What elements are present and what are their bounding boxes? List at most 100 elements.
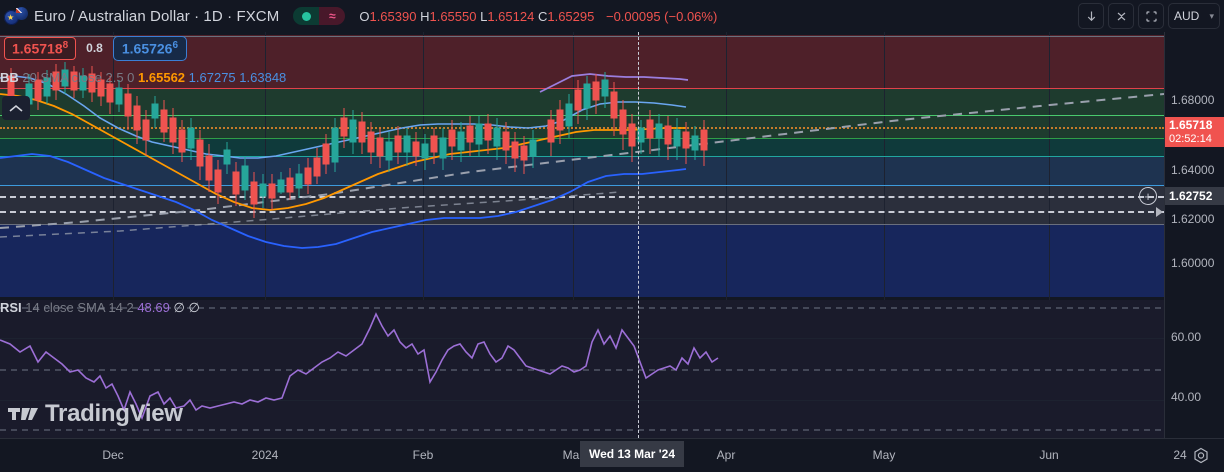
chevron-up-icon bbox=[9, 104, 23, 112]
low-value: 1.65124 bbox=[487, 8, 535, 24]
zone-line-top-gray bbox=[0, 36, 1164, 37]
rsi-scale-label: 40.00 bbox=[1171, 390, 1202, 404]
eur-aud-flags-icon bbox=[4, 7, 28, 25]
zone-mid-teal bbox=[0, 138, 1164, 156]
rsi-pane[interactable] bbox=[0, 300, 1164, 438]
price-tag-blue-value: 1.65726 bbox=[121, 40, 173, 57]
bb-legend-basis: 1.65562 bbox=[138, 70, 186, 85]
zone-line-dotted-orange bbox=[0, 127, 1164, 129]
price-scale[interactable]: 1.68000 1.66000 1.64000 1.62000 1.60000 … bbox=[1164, 32, 1224, 438]
grid-line bbox=[113, 32, 114, 438]
trend-dashed-lower bbox=[0, 211, 1164, 213]
time-label: Mar bbox=[562, 448, 584, 462]
fullscreen-icon bbox=[1145, 10, 1157, 22]
rsi-grid-line bbox=[0, 338, 1164, 339]
zone-line-red bbox=[0, 88, 1164, 89]
bb-legend-params: 20 SMA close 2.5 0 bbox=[22, 70, 135, 85]
watermark-text: TradingView bbox=[45, 400, 183, 427]
price-label: 1.62000 bbox=[1171, 212, 1215, 226]
grid-line bbox=[726, 32, 727, 438]
header-buttons bbox=[1078, 3, 1164, 29]
price-tag-red-sup: 8 bbox=[62, 40, 69, 51]
rsi-scale-label: 60.00 bbox=[1171, 330, 1202, 344]
sma-line bbox=[0, 93, 686, 211]
low-label: L bbox=[480, 8, 488, 24]
rsi-legend-null-2: ∅ bbox=[188, 300, 200, 315]
price-label: 1.68000 bbox=[1171, 93, 1215, 107]
time-label: Dec bbox=[102, 448, 124, 462]
fullscreen-button[interactable] bbox=[1138, 3, 1164, 29]
rsi-legend-null-1: ∅ bbox=[173, 300, 185, 315]
open-value: 1.65390 bbox=[369, 8, 417, 24]
high-value: 1.65550 bbox=[429, 8, 477, 24]
trend-dashed-upper bbox=[0, 196, 1164, 198]
chart-header: Euro / Australian Dollar · 1D · FXCM ≈ O… bbox=[0, 0, 1224, 32]
last-price-value: 1.65718 bbox=[1169, 118, 1213, 132]
zone-support-gray bbox=[0, 185, 1164, 224]
price-tag-red[interactable]: 1.657188 bbox=[4, 37, 77, 60]
price-label: 1.64000 bbox=[1171, 163, 1215, 177]
crosshair-price-badge: 1.62752 bbox=[1165, 187, 1224, 205]
ohlc-legend: O1.65390 H1.65550 L1.65124 C1.65295 −0.0… bbox=[359, 9, 717, 24]
bb-legend-upper: 1.67275 bbox=[188, 70, 236, 85]
close-value: 1.65295 bbox=[547, 8, 595, 24]
pane-collapse-button[interactable] bbox=[2, 96, 30, 120]
trendline-up-dashed bbox=[0, 93, 1164, 229]
gear-icon bbox=[1194, 447, 1208, 464]
time-label: May bbox=[872, 448, 896, 462]
rsi-legend-params: 14 close SMA 14 2 bbox=[25, 300, 134, 315]
symbol-title[interactable]: Euro / Australian Dollar · 1D · FXCM bbox=[34, 7, 280, 25]
zone-bottom-navy bbox=[0, 224, 1164, 297]
zone-line-gray-bottom bbox=[0, 224, 1164, 225]
countdown-timer: 02:52:14 bbox=[1169, 133, 1212, 145]
time-label: 24 bbox=[1173, 448, 1187, 462]
currency-value: AUD bbox=[1174, 9, 1200, 23]
bb-legend-lower: 1.63848 bbox=[239, 70, 287, 85]
wave-icon[interactable]: ≈ bbox=[319, 7, 346, 25]
time-label: Apr bbox=[716, 448, 736, 462]
zone-line-green-2 bbox=[0, 138, 1164, 139]
collapse-button[interactable] bbox=[1108, 3, 1134, 29]
price-tag-blue-sup: 6 bbox=[172, 40, 179, 51]
close-label: C bbox=[537, 8, 548, 24]
axis-settings-button[interactable] bbox=[1192, 447, 1210, 465]
time-axis[interactable]: Dec 2024 Feb Mar Apr May Jun 24 Wed 13 M… bbox=[0, 438, 1224, 472]
price-label: 1.60000 bbox=[1171, 256, 1215, 270]
bb-lower-line bbox=[0, 153, 687, 249]
grid-line bbox=[423, 32, 424, 438]
rsi-grid-line bbox=[0, 400, 1164, 401]
currency-select[interactable]: AUD ▾ bbox=[1168, 3, 1220, 29]
price-pointer-triangle bbox=[1156, 207, 1163, 217]
rsi-legend-name: RSI bbox=[0, 300, 22, 315]
bollinger-legend[interactable]: BB 20 SMA close 2.5 0 1.65562 1.67275 1.… bbox=[0, 70, 286, 85]
crosshair-time-tooltip: Wed 13 Mar '24 bbox=[579, 441, 685, 467]
series-style-toggle[interactable]: ≈ bbox=[293, 7, 346, 25]
green-dot-icon[interactable] bbox=[293, 7, 320, 25]
zone-line-teal bbox=[0, 156, 1164, 157]
open-label: O bbox=[359, 8, 370, 24]
download-button[interactable] bbox=[1078, 3, 1104, 29]
rsi-legend-value: 48.69 bbox=[137, 300, 170, 315]
price-tag-ratio: 0.8 bbox=[86, 41, 103, 56]
high-label: H bbox=[420, 8, 430, 24]
rsi-line bbox=[0, 312, 719, 421]
zone-lower-blue bbox=[0, 156, 1164, 185]
change-value: −0.00095 (−0.06%) bbox=[605, 8, 718, 24]
time-label: Jun bbox=[1039, 448, 1059, 462]
zone-resistance-red bbox=[0, 35, 1164, 88]
price-tag-blue[interactable]: 1.657266 bbox=[112, 36, 188, 61]
tradingview-logo-icon bbox=[8, 408, 38, 420]
crosshair-price-value: 1.62752 bbox=[1169, 189, 1213, 203]
time-label: 2024 bbox=[251, 448, 279, 462]
short-ma-line bbox=[539, 73, 689, 93]
candlestick-series bbox=[7, 62, 708, 218]
crosshair-plus-marker: + bbox=[1139, 187, 1157, 205]
rsi-plot bbox=[0, 307, 1164, 431]
download-arrow-icon bbox=[1087, 11, 1095, 21]
price-pane[interactable] bbox=[0, 32, 1164, 438]
collapse-chevrons-icon bbox=[1117, 12, 1125, 20]
chart-canvas[interactable] bbox=[0, 32, 1164, 438]
grid-line bbox=[573, 32, 574, 438]
chevron-down-icon: ▾ bbox=[1209, 10, 1214, 21]
rsi-legend[interactable]: RSI 14 close SMA 14 2 48.69 ∅ ∅ bbox=[0, 300, 200, 316]
